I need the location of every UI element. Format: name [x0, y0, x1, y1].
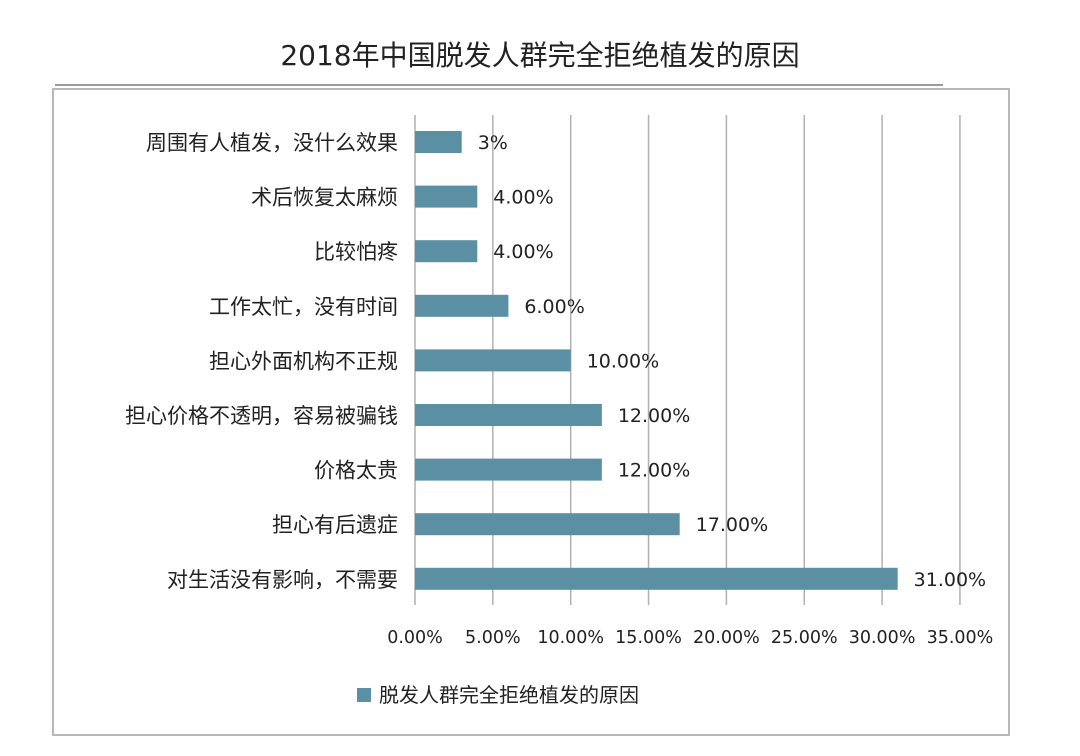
- chart-title: 2018年中国脱发人群完全拒绝植发的原因: [280, 39, 800, 72]
- bar: [415, 131, 462, 153]
- category-label: 工作太忙，没有时间: [209, 295, 398, 319]
- x-tick-label: 30.00%: [849, 628, 916, 648]
- x-tick-label: 15.00%: [615, 628, 682, 648]
- legend-label: 脱发人群完全拒绝植发的原因: [379, 683, 639, 707]
- x-tick-labels: 0.00% 5.00% 10.00% 15.00% 20.00% 25.00% 30.00%…: [387, 628, 993, 648]
- data-labels: 3% 4.00% 4.00% 6.00% 10.00% 12.00% 12.00% 17.00…: [478, 132, 986, 591]
- data-label: 4.00%: [493, 187, 553, 209]
- category-label: 术后恢复太麻烦: [251, 186, 398, 210]
- data-label: 4.00%: [493, 241, 553, 263]
- category-label: 价格太贵: [314, 459, 398, 483]
- category-label: 周围有人植发，没什么效果: [146, 131, 398, 155]
- bar: [415, 240, 478, 263]
- bars: [415, 131, 898, 590]
- title-underline: [55, 84, 943, 86]
- category-label: 比较怕疼: [314, 240, 398, 264]
- x-tick-label: 25.00%: [771, 628, 838, 648]
- bar: [415, 349, 571, 372]
- data-label: 6.00%: [524, 296, 584, 318]
- x-tick-label: 5.00%: [465, 628, 521, 648]
- data-label: 17.00%: [696, 514, 768, 536]
- bar: [415, 567, 898, 590]
- bar: [415, 513, 680, 536]
- data-label: 31.00%: [914, 569, 986, 591]
- x-tick-label: 0.00%: [387, 628, 443, 648]
- category-label: 担心价格不透明，容易被骗钱: [125, 404, 398, 428]
- legend: 脱发人群完全拒绝植发的原因: [357, 683, 639, 707]
- chart-frame: [52, 88, 1010, 736]
- data-label: 12.00%: [618, 460, 690, 482]
- x-tick-label: 35.00%: [927, 628, 994, 648]
- legend-swatch: [357, 688, 371, 702]
- bar: [415, 404, 602, 426]
- data-label: 10.00%: [587, 350, 659, 372]
- bar: [415, 294, 509, 317]
- x-tick-label: 10.00%: [537, 628, 604, 648]
- category-label: 对生活没有影响，不需要: [167, 568, 398, 592]
- data-label: 3%: [478, 132, 508, 154]
- bar: [415, 458, 602, 481]
- data-label: 12.00%: [618, 405, 690, 427]
- category-labels: 周围有人植发，没什么效果术后恢复太麻烦比较怕疼工作太忙，没有时间担心外面机构不正…: [125, 131, 398, 592]
- category-label: 担心有后遗症: [272, 513, 398, 537]
- bar: [415, 185, 478, 208]
- x-tick-label: 20.00%: [693, 628, 760, 648]
- category-label: 担心外面机构不正规: [209, 349, 398, 373]
